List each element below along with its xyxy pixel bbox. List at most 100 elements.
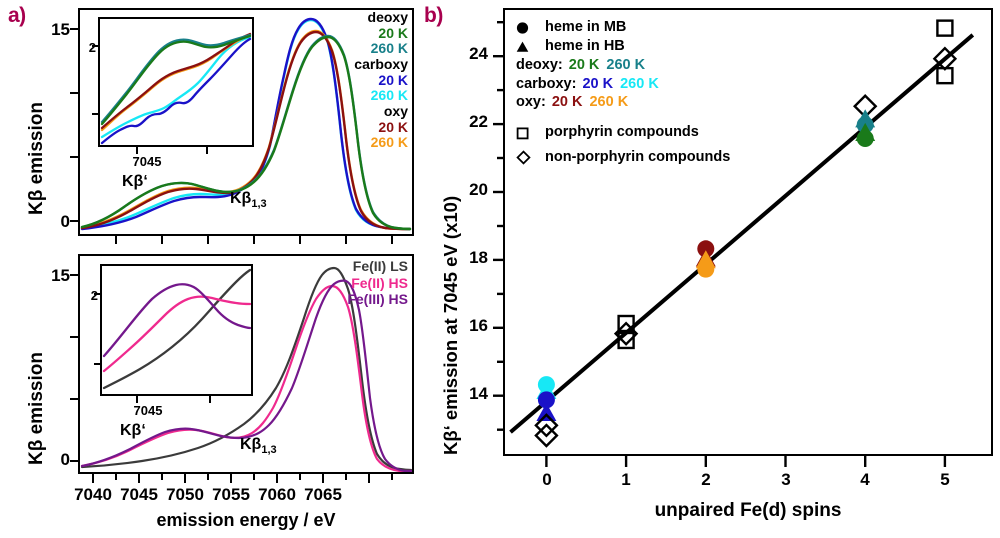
legend-carboxy-20k: 20 K — [582, 75, 614, 92]
panel-b-xtick-0: 0 — [542, 470, 552, 489]
legend-item-carboxy-260k: 260 K — [370, 87, 408, 104]
panel-a-bottom-kbeta-prime-label: Kβ‘ — [120, 422, 146, 439]
fit-line — [509, 33, 975, 434]
panel-a-bottom-xtick-7050: 7050 — [166, 485, 204, 504]
circle-filled-icon — [516, 21, 538, 34]
panel-a-top-inset-yticks — [92, 45, 99, 115]
panel-b-yticks — [493, 20, 504, 431]
legend-label-porphyrin: porphyrin compounds — [545, 124, 699, 141]
panel-b-legend: heme in MB heme in HB deoxy: 20 K 260 K … — [516, 18, 730, 167]
panel-a-bottom-xtick-7065: 7065 — [304, 485, 342, 504]
kb13-sub: 1,3 — [251, 198, 267, 211]
legend-oxy-20k: 20 K — [551, 94, 583, 111]
panel-a-bottom-xtick-7060: 7060 — [258, 485, 296, 504]
panel-a-bottom-ytick-0: 0 — [60, 450, 70, 469]
panel-b-ytick-18: 18 — [469, 248, 488, 267]
data-point — [617, 314, 635, 333]
panel-b-ytick-20: 20 — [469, 180, 488, 199]
panel-b-xtick-1: 1 — [621, 470, 631, 489]
panel-a-bottom-xtick-7045: 7045 — [120, 485, 158, 504]
panel-a-bottom-xticks — [92, 474, 393, 483]
panel-b-xtick-5: 5 — [940, 470, 950, 489]
panel-a-bottom-legend: Fe(II) LS Fe(II) HS Fe(III) HS — [300, 258, 408, 308]
kb13-main: Kβ — [230, 190, 252, 207]
legend-item-deoxy: deoxy — [367, 9, 408, 25]
legend-row-oxy: oxy: 20 K 260 K — [516, 93, 730, 112]
legend-item-oxy-20k: 20 K — [378, 118, 408, 135]
panel-a-bottom-yticks — [70, 274, 79, 462]
legend-label-nonporphyrin: non-porphyrin compounds — [545, 149, 731, 166]
legend-item-carboxy: carboxy — [354, 56, 408, 73]
panel-a-top-ytick-0: 0 — [60, 212, 70, 231]
panel-a-bottom-xtick-7055: 7055 — [212, 485, 250, 504]
square-open-icon — [516, 126, 538, 140]
triangle-filled-icon — [516, 40, 538, 53]
legend-item-fe3-hs: Fe(III) HS — [347, 291, 408, 308]
data-point — [537, 391, 555, 409]
panel-a-top-kbeta13-label: Kβ1,3 — [230, 190, 267, 210]
data-point — [936, 66, 954, 85]
panel-a-top-kbeta-prime-label: Kβ‘ — [122, 173, 148, 190]
legend-row-carboxy: carboxy: 20 K 260 K — [516, 75, 730, 94]
panel-b-xtick-2: 2 — [701, 470, 711, 489]
legend-label-heme-mb: heme in MB — [545, 19, 627, 35]
panel-b-tag: b) — [424, 4, 443, 27]
panel-a-top-xticks — [115, 236, 393, 244]
legend-row-heme-hb: heme in HB — [516, 37, 730, 56]
legend-row-heme-mb: heme in MB — [516, 18, 730, 37]
legend-deoxy-260k: 260 K — [606, 56, 646, 73]
data-point — [697, 260, 715, 278]
data-point — [856, 129, 874, 147]
panel-b-xticks — [545, 456, 947, 467]
legend-item-deoxy-260k: 260 K — [370, 40, 408, 57]
panel-a-bottom-ylabel: Kβ emission — [26, 352, 47, 465]
legend-item-fe2-hs: Fe(II) HS — [351, 274, 408, 291]
panel-a-bottom-inset-ytick: 2 — [90, 288, 98, 303]
panel-a-tag: a) — [8, 4, 26, 27]
data-point — [534, 423, 559, 448]
legend-oxy-260k: 260 K — [589, 94, 629, 111]
panel-a-bottom-kbeta13-label: Kβ1,3 — [240, 436, 277, 456]
data-point — [534, 413, 559, 438]
panel-b-ytick-14: 14 — [469, 384, 488, 403]
panel-a-top-curves — [80, 17, 412, 231]
legend-label-heme-hb: heme in HB — [545, 37, 625, 54]
panel-a-bottom-inset-xtick: 7045 — [133, 403, 163, 418]
panel-a-top-inset-xticks — [136, 147, 208, 154]
legend-carboxy-260k: 260 K — [620, 75, 659, 92]
panel-a-xlabel: emission energy / eV — [156, 510, 336, 530]
panel-a-bottom-curves — [80, 266, 412, 472]
panel-a-top-yticks — [70, 28, 79, 222]
kb13-main-b: Kβ — [240, 436, 262, 453]
panel-a-bottom-ytick-15: 15 — [51, 266, 70, 285]
panel-a-top-inset-xtick: 7045 — [132, 154, 162, 169]
panel-b-ytick-24: 24 — [469, 44, 488, 63]
data-point — [536, 402, 557, 422]
panel-a-top-inset-ytick: 2 — [88, 40, 96, 55]
data-point — [617, 331, 635, 350]
panel-a-bottom-xtick-7040: 7040 — [74, 485, 112, 504]
legend-row-porphyrin: porphyrin compounds — [516, 123, 730, 142]
panel-b-ytick-22: 22 — [469, 112, 488, 131]
legend-item-fe2-ls: Fe(II) LS — [352, 258, 408, 274]
panel-b-ytick-16: 16 — [469, 316, 488, 335]
panel-a-bottom-inset-yticks — [94, 293, 101, 365]
panel-b-xtick-4: 4 — [860, 470, 870, 489]
legend-row-deoxy: deoxy: 20 K 260 K — [516, 56, 730, 75]
panel-b-xtick-3: 3 — [781, 470, 791, 489]
legend-row-nonporphyrin: non-porphyrin compounds — [516, 148, 730, 167]
panel-a-top-legend: deoxy 20 K 260 K carboxy 20 K 260 K oxy … — [300, 9, 408, 151]
legend-label-oxy: oxy: — [516, 94, 546, 111]
diamond-open-icon — [516, 150, 538, 165]
panel-a-bottom-inset-curves — [102, 268, 251, 390]
panel-a-bottom-inset-xticks — [136, 396, 211, 403]
legend-label-deoxy: deoxy: — [516, 56, 563, 73]
data-point — [936, 19, 954, 37]
data-point — [613, 321, 639, 346]
panel-b-xlabel: unpaired Fe(d) spins — [654, 500, 842, 521]
kb13-sub-b: 1,3 — [261, 444, 277, 457]
panel-a-top-inset-curves — [100, 32, 252, 145]
legend-deoxy-20k: 20 K — [568, 56, 600, 73]
legend-item-carboxy-20k: 20 K — [378, 71, 408, 88]
panel-a-top-ytick-15: 15 — [51, 20, 70, 39]
